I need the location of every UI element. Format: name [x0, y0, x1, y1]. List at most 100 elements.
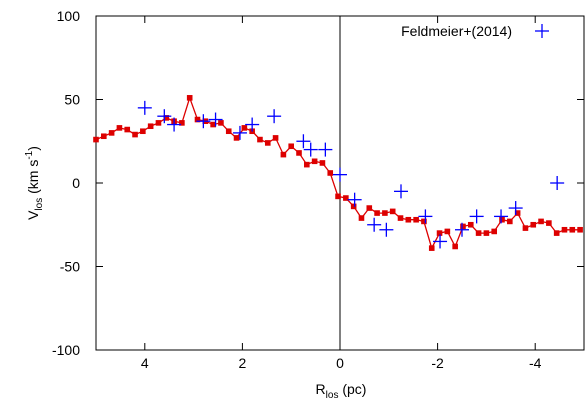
y-tick-label: 50 [64, 92, 80, 108]
data-point-square [444, 228, 451, 235]
data-point-square [514, 210, 521, 216]
data-point-plus [394, 184, 408, 199]
data-point-square [327, 170, 334, 176]
data-point-square [264, 140, 271, 146]
data-point-square [452, 243, 458, 250]
data-point-plus [469, 209, 484, 224]
data-point-square [507, 218, 513, 225]
data-point-plus [347, 192, 362, 207]
data-point-square [397, 215, 404, 221]
data-point-plus [296, 134, 311, 149]
data-point-plus [167, 117, 182, 132]
data-point-plus [418, 209, 433, 224]
x-tick-label: 4 [141, 355, 149, 371]
data-point-plus [303, 142, 318, 157]
data-point-square [147, 123, 154, 130]
data-point-square [155, 120, 162, 126]
y-axis-label: Vlos (km s-1) [24, 146, 45, 220]
y-tick-label: -50 [60, 259, 80, 275]
data-point-square [272, 135, 279, 141]
data-point-square [538, 218, 544, 225]
data-point-plus [379, 222, 394, 237]
data-point-square [467, 221, 474, 228]
data-point-plus [196, 114, 211, 129]
data-point-square [218, 120, 224, 126]
data-point-plus [208, 112, 223, 127]
legend-marker-plus [535, 24, 549, 38]
data-point-square [546, 220, 552, 226]
legend: Feldmeier+(2014) [401, 23, 549, 39]
x-tick-label: 2 [239, 355, 247, 371]
data-point-square [530, 221, 537, 228]
x-axis-label: Rlos (pc) [316, 381, 367, 400]
tick-labels: 4 2 0 -2 -4 100 50 0 -50 -100 [52, 8, 542, 371]
data-point-plus [267, 109, 282, 124]
data-point-square [241, 125, 248, 131]
data-point-square [335, 193, 341, 200]
data-point-square [116, 125, 123, 131]
data-point-square [374, 210, 380, 216]
data-point-square [288, 143, 294, 150]
data-point-square [225, 128, 232, 135]
data-point-square [483, 230, 490, 236]
data-point-plus [333, 167, 347, 182]
data-layer [93, 95, 583, 251]
data-point-square [522, 225, 529, 231]
data-point-square [569, 226, 576, 233]
data-point-square [366, 205, 373, 211]
data-point-square [389, 208, 396, 215]
data-point-square [233, 135, 240, 141]
data-point-square [428, 245, 435, 251]
data-point-square [382, 210, 388, 216]
legend-label-feldmeier: Feldmeier+(2014) [401, 23, 512, 39]
data-point-square [311, 158, 318, 165]
data-point-plus [137, 100, 152, 115]
x-tick-label: -2 [431, 355, 444, 371]
x-tick-label: 0 [336, 355, 344, 371]
x-tick-label: -4 [529, 355, 542, 371]
data-point-square [124, 126, 131, 133]
y-tick-label: -100 [52, 342, 80, 358]
data-point-square [93, 136, 99, 143]
data-point-square [499, 216, 505, 223]
data-point-square [210, 121, 216, 128]
data-point-square [194, 116, 201, 123]
data-point-square [280, 151, 287, 158]
data-point-plus [232, 125, 247, 140]
data-point-square [163, 115, 170, 121]
data-point-plus [508, 201, 523, 216]
data-point-plus [245, 117, 260, 132]
data-point-plus [455, 222, 469, 237]
data-point-square [491, 228, 498, 235]
axis-ticks [96, 15, 584, 351]
data-point-square [101, 133, 107, 140]
data-point-square [405, 216, 412, 223]
data-point-square [179, 120, 185, 126]
data-point-square [304, 161, 310, 168]
y-tick-label: 0 [72, 175, 80, 191]
data-point-square [577, 226, 583, 233]
data-point-square [421, 218, 427, 225]
data-point-square [553, 230, 560, 236]
y-tick-label: 100 [57, 8, 81, 24]
data-point-square [343, 195, 349, 201]
data-point-plus [433, 234, 448, 249]
data-point-square [475, 230, 482, 236]
data-point-square [140, 128, 146, 135]
data-point-plus [157, 109, 172, 124]
data-point-square [350, 203, 357, 210]
data-point-plus [318, 142, 333, 157]
data-point-plus [367, 217, 382, 232]
data-point-square [186, 95, 193, 101]
data-point-square [460, 223, 466, 230]
data-point-square [132, 131, 138, 138]
data-point-plus [494, 209, 509, 224]
data-point-square [319, 160, 326, 166]
legend-plus-symbol [535, 24, 549, 38]
data-point-square [257, 136, 263, 143]
data-point-square [413, 216, 419, 223]
data-point-square [108, 130, 115, 136]
data-point-square [296, 150, 302, 156]
